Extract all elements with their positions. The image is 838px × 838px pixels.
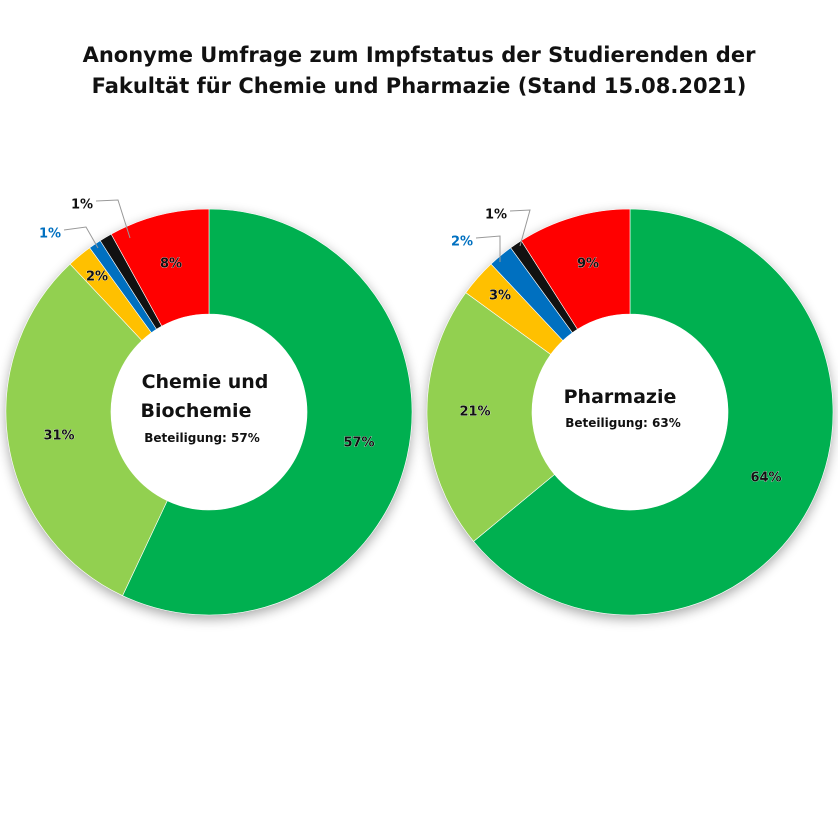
donut-slice (5, 263, 168, 597)
slice-data-label: 21% (459, 405, 490, 420)
donut-slice (520, 208, 631, 330)
center-subtitle: Beteiligung: 63% (565, 416, 680, 430)
slice-data-label: 57% (343, 436, 374, 451)
donut-slice (122, 208, 413, 616)
slice-data-label: 64% (750, 471, 781, 486)
slice-data-label: 1% (39, 227, 61, 242)
donut-slice (473, 208, 834, 616)
donut-chart-pharmazie: 64% 21% 3% 2% 1% 9% Pharmazie Beteiligung: 63% (426, 207, 834, 616)
center-subtitle: Beteiligung: 57% (144, 431, 259, 445)
chart-title-line-2: Fakultät für Chemie und Pharmazie (Stand… (91, 74, 747, 98)
donut-slice (426, 292, 555, 542)
callout-line (63, 226, 99, 249)
slice-data-label: 8% (160, 257, 182, 272)
center-title: Biochemie (141, 400, 252, 422)
slice-data-label: 9% (577, 257, 599, 272)
slice-data-label: 1% (71, 198, 93, 213)
center-title: Pharmazie (564, 386, 677, 408)
chart-title-line-1: Anonyme Umfrage zum Impfstatus der Studi… (82, 43, 756, 67)
donut-slice (110, 208, 210, 327)
callout-line (95, 199, 131, 239)
callout-line (475, 235, 501, 262)
slice-data-label: 3% (489, 289, 511, 304)
center-title: Chemie und (142, 371, 269, 393)
slice-data-label: 2% (86, 270, 108, 285)
slice-data-label: 1% (485, 208, 507, 223)
donut-chart-chemie: 57% 31% 2% 1% 1% 8% Chemie und Biochemie Beteili… (5, 197, 413, 616)
slice-data-label: 2% (451, 235, 473, 250)
slice-data-label: 31% (43, 429, 74, 444)
chart-title: Anonyme Umfrage zum Impfstatus der Studi… (0, 40, 838, 102)
callout-line (509, 209, 531, 247)
